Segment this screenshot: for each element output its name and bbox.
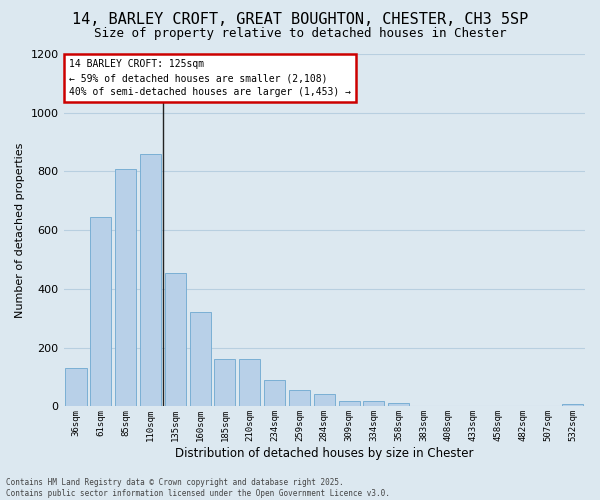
Bar (364, 401, 385, 406)
Bar (165, 273, 186, 406)
Bar (562, 404, 583, 406)
Text: 14, BARLEY CROFT, GREAT BOUGHTON, CHESTER, CH3 5SP: 14, BARLEY CROFT, GREAT BOUGHTON, CHESTE… (72, 12, 528, 28)
X-axis label: Distribution of detached houses by size in Chester: Distribution of detached houses by size … (175, 447, 473, 460)
Text: Size of property relative to detached houses in Chester: Size of property relative to detached ho… (94, 28, 506, 40)
Bar (190, 312, 211, 406)
Text: Contains HM Land Registry data © Crown copyright and database right 2025.
Contai: Contains HM Land Registry data © Crown c… (6, 478, 390, 498)
Bar (388, 403, 409, 406)
Bar (338, 401, 359, 406)
Bar (264, 380, 285, 406)
Bar (289, 390, 310, 406)
Bar (214, 360, 235, 406)
Bar (239, 360, 260, 406)
Bar (115, 168, 136, 406)
Bar (140, 154, 161, 406)
Bar (314, 394, 335, 406)
Bar (65, 368, 86, 406)
Y-axis label: Number of detached properties: Number of detached properties (15, 142, 25, 318)
Text: 14 BARLEY CROFT: 125sqm
← 59% of detached houses are smaller (2,108)
40% of semi: 14 BARLEY CROFT: 125sqm ← 59% of detache… (69, 60, 351, 98)
Bar (90, 217, 112, 406)
